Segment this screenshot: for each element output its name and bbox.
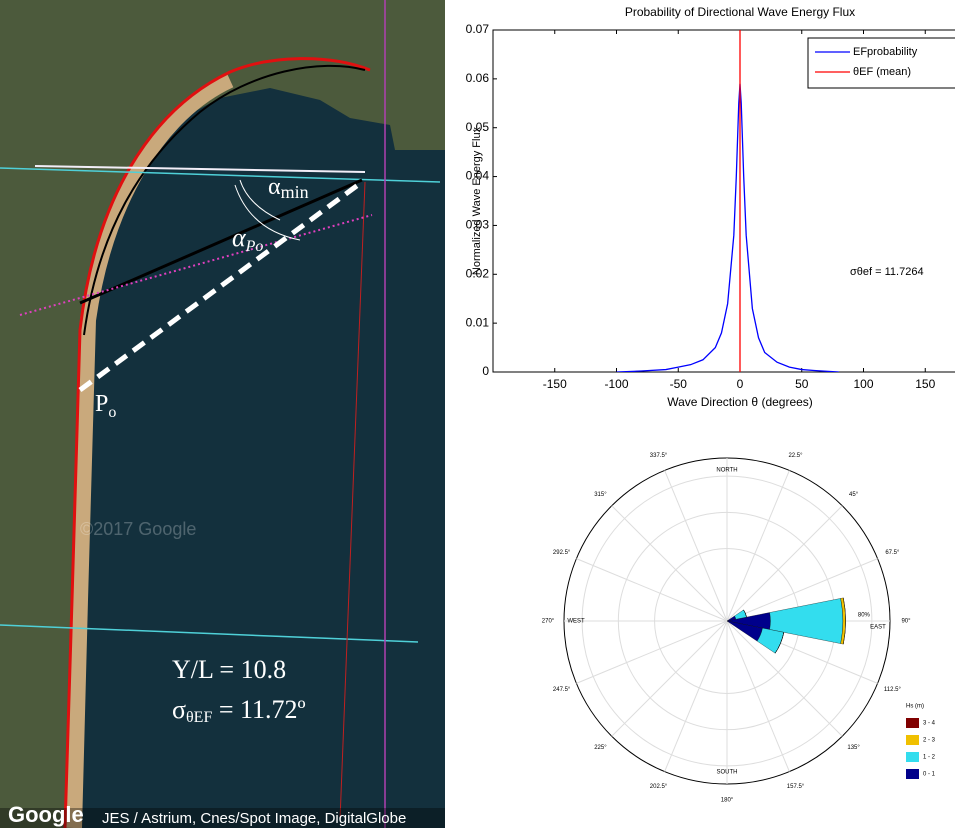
value-text: = 11.72º bbox=[212, 695, 305, 724]
x-tick-label: 0 bbox=[737, 377, 744, 391]
x-tick-label: 100 bbox=[853, 377, 873, 391]
legend-swatch bbox=[906, 769, 919, 779]
y-tick-label: 0.04 bbox=[466, 169, 490, 183]
compass-label: WEST bbox=[567, 619, 585, 625]
symbol: P bbox=[95, 391, 108, 417]
x-tick-label: 150 bbox=[915, 377, 935, 391]
y-tick-label: 0.07 bbox=[466, 22, 490, 36]
legend-swatch bbox=[906, 718, 919, 728]
symbol: σ bbox=[172, 695, 186, 724]
legend-label: 3 - 4 bbox=[923, 721, 936, 727]
angle-tick-label: 315° bbox=[594, 492, 607, 498]
subscript: Po bbox=[245, 238, 264, 255]
legend-label: 1 - 2 bbox=[923, 755, 936, 761]
angle-tick-label: 225° bbox=[594, 745, 607, 751]
figure: αmin αPo Po ©2017 Google Y/L = 10.8 σθEF… bbox=[0, 0, 955, 828]
angle-tick-label: 337.5° bbox=[650, 453, 668, 459]
legend-title: Hs (m) bbox=[906, 704, 924, 710]
subscript: min bbox=[281, 182, 309, 202]
y-axis-label: Normalized Wave Energy Flux bbox=[471, 126, 483, 275]
chart-title: Probability of Directional Wave Energy F… bbox=[625, 5, 855, 19]
x-tick-label: -100 bbox=[604, 377, 628, 391]
angle-tick-label: 247.5° bbox=[553, 687, 571, 693]
subscript: o bbox=[108, 404, 116, 421]
symbol: α bbox=[268, 174, 281, 200]
watermark: ©2017 Google bbox=[80, 519, 196, 539]
legend-label: 2 - 3 bbox=[923, 738, 936, 744]
angle-tick-label: 292.5° bbox=[553, 550, 571, 556]
angle-tick-label: 112.5° bbox=[884, 687, 902, 693]
y-tick-label: 0 bbox=[482, 364, 489, 378]
compass-label: SOUTH bbox=[717, 770, 738, 776]
angle-tick-label: 22.5° bbox=[788, 453, 803, 459]
angle-tick-label: 45° bbox=[849, 492, 859, 498]
annotation: σθef = 11.7264 bbox=[850, 266, 924, 278]
r-tick-label: 80% bbox=[858, 613, 871, 619]
legend-label: 0 - 1 bbox=[923, 772, 936, 778]
y-tick-label: 0.02 bbox=[466, 266, 490, 280]
angle-tick-label: 67.5° bbox=[885, 550, 900, 556]
x-axis-label: Wave Direction θ (degrees) bbox=[667, 395, 813, 409]
map-panel: αmin αPo Po ©2017 Google Y/L = 10.8 σθEF… bbox=[0, 0, 445, 828]
y-tick-label: 0.03 bbox=[466, 218, 490, 232]
y-tick-label: 0.05 bbox=[466, 120, 490, 134]
x-tick-label: -50 bbox=[670, 377, 688, 391]
angle-tick-label: 90° bbox=[901, 619, 911, 625]
angle-tick-label: 180° bbox=[721, 798, 734, 804]
angle-tick-label: 202.5° bbox=[650, 784, 668, 790]
angle-tick-label: 270° bbox=[542, 619, 555, 625]
y-tick-label: 0.06 bbox=[466, 71, 490, 85]
x-tick-label: 50 bbox=[795, 377, 809, 391]
compass-label: EAST bbox=[870, 625, 886, 631]
angle-tick-label: 135° bbox=[847, 745, 860, 751]
legend-swatch bbox=[906, 752, 919, 762]
x-tick-label: -150 bbox=[543, 377, 567, 391]
legend-swatch bbox=[906, 735, 919, 745]
legend-label: EFprobability bbox=[853, 46, 918, 58]
attribution: JES / Astrium, Cnes/Spot Image, DigitalG… bbox=[102, 810, 406, 827]
y-tick-label: 0.01 bbox=[466, 315, 490, 329]
legend-label: θEF (mean) bbox=[853, 66, 911, 78]
compass-label: NORTH bbox=[716, 468, 737, 474]
y-over-l: Y/L = 10.8 bbox=[172, 655, 286, 684]
angle-tick-label: 157.5° bbox=[787, 784, 805, 790]
subscript: θEF bbox=[186, 709, 212, 726]
google-logo: Google bbox=[8, 802, 84, 827]
